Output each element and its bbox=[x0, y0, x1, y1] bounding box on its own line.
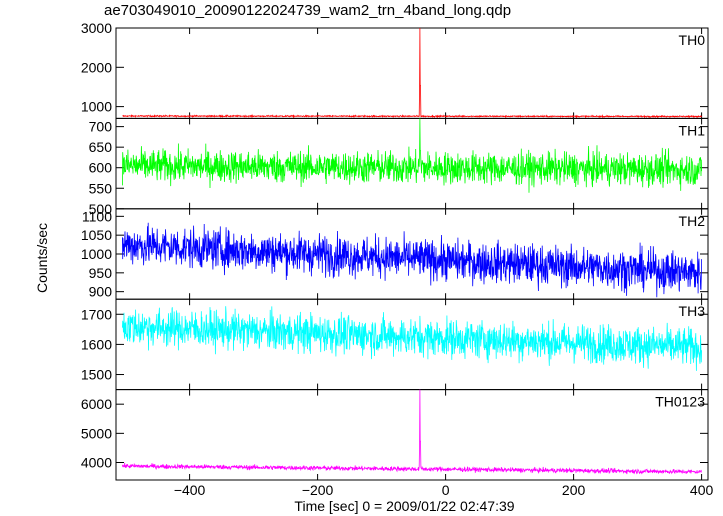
chart-title: ae703049010_20090122024739_wam2_trn_4ban… bbox=[104, 2, 512, 19]
y-tick-label: 6000 bbox=[81, 396, 112, 412]
x-tick-label: 200 bbox=[562, 482, 586, 498]
panel-label-th1: TH1 bbox=[679, 122, 706, 138]
y-tick-label: 1100 bbox=[82, 208, 112, 224]
y-tick-label: 1000 bbox=[81, 99, 112, 115]
x-tick-label: −200 bbox=[302, 482, 334, 498]
y-tick-label: 1500 bbox=[81, 367, 112, 383]
y-tick-label: 550 bbox=[89, 180, 113, 196]
y-tick-label: 4000 bbox=[81, 455, 112, 471]
panel-label-th3: TH3 bbox=[679, 303, 706, 319]
series-line-th3 bbox=[122, 306, 702, 371]
y-tick-label: 600 bbox=[89, 160, 113, 176]
panel-label-th0: TH0 bbox=[679, 32, 706, 48]
series-line-th2 bbox=[122, 222, 702, 298]
y-tick-label: 700 bbox=[89, 119, 113, 135]
panel-frame-th0123 bbox=[115, 389, 709, 481]
y-tick-label: 1000 bbox=[81, 246, 112, 262]
panel-frame-th1 bbox=[115, 117, 709, 210]
x-axis-label: Time [sec] 0 = 2009/01/22 02:47:39 bbox=[294, 498, 515, 514]
y-tick-label: 3000 bbox=[81, 20, 112, 36]
x-tick-label: −400 bbox=[174, 482, 206, 498]
y-tick-label: 900 bbox=[89, 284, 113, 300]
y-tick-label: 5000 bbox=[81, 425, 112, 441]
x-tick-label: 0 bbox=[442, 482, 450, 498]
panel-frame-th0 bbox=[115, 27, 709, 119]
y-tick-label: 1050 bbox=[81, 227, 112, 243]
panel-label-th2: TH2 bbox=[679, 213, 706, 229]
series-line-th0123 bbox=[122, 389, 702, 475]
panel-label-th0123: TH0123 bbox=[655, 394, 705, 410]
series-line-th0 bbox=[122, 27, 702, 119]
panel-frame-th2 bbox=[115, 208, 709, 300]
series-line-th1 bbox=[122, 118, 702, 193]
x-tick-label: 400 bbox=[690, 482, 714, 498]
y-tick-label: 1700 bbox=[81, 306, 112, 322]
y-tick-label: 650 bbox=[89, 139, 113, 155]
y-tick-label: 1600 bbox=[81, 336, 112, 352]
y-tick-label: 950 bbox=[89, 265, 113, 281]
y-tick-label: 500 bbox=[89, 201, 113, 217]
y-tick-label: 2000 bbox=[81, 59, 112, 75]
